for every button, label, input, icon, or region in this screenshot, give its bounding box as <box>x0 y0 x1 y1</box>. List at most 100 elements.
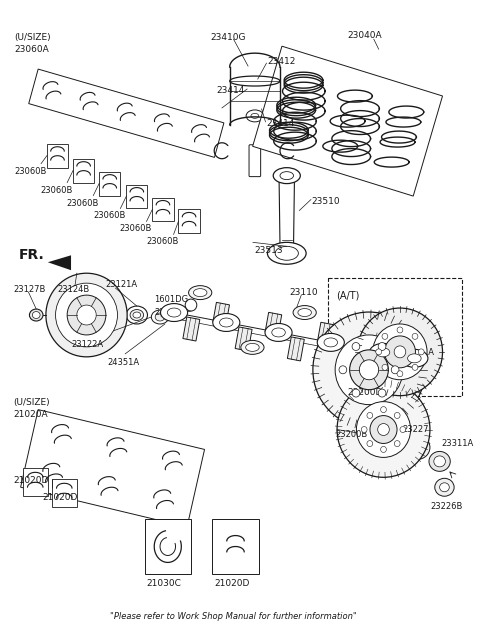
Text: (U/SIZE): (U/SIZE) <box>13 397 49 406</box>
Circle shape <box>360 360 379 380</box>
FancyBboxPatch shape <box>152 198 174 221</box>
Circle shape <box>367 440 373 447</box>
Text: 23513: 23513 <box>255 246 284 255</box>
Polygon shape <box>183 317 200 341</box>
Polygon shape <box>21 410 204 527</box>
Circle shape <box>357 402 410 458</box>
Circle shape <box>352 342 360 351</box>
Text: 23124B: 23124B <box>58 285 90 294</box>
Text: (U/SIZE): (U/SIZE) <box>14 33 50 42</box>
Text: 23060B: 23060B <box>40 186 72 195</box>
Polygon shape <box>235 327 252 351</box>
Ellipse shape <box>189 285 212 300</box>
Text: 23110: 23110 <box>289 288 318 297</box>
Circle shape <box>339 366 347 374</box>
Text: 23060B: 23060B <box>146 237 179 246</box>
Ellipse shape <box>275 246 299 260</box>
Text: 1601DG: 1601DG <box>154 295 188 304</box>
Circle shape <box>378 389 386 397</box>
FancyBboxPatch shape <box>47 144 68 168</box>
Polygon shape <box>265 312 282 335</box>
Text: 23125: 23125 <box>154 308 180 317</box>
Circle shape <box>394 412 400 419</box>
Circle shape <box>397 327 403 333</box>
Text: 21030C: 21030C <box>146 579 181 588</box>
Circle shape <box>412 364 418 371</box>
Text: 21020D: 21020D <box>214 579 250 588</box>
Ellipse shape <box>213 314 240 332</box>
Polygon shape <box>29 69 224 157</box>
Ellipse shape <box>241 340 264 355</box>
Ellipse shape <box>29 309 43 321</box>
Ellipse shape <box>246 110 264 122</box>
Ellipse shape <box>273 168 300 184</box>
Ellipse shape <box>265 323 292 341</box>
Text: 23227: 23227 <box>403 424 429 433</box>
Text: 23040A: 23040A <box>348 31 383 40</box>
Ellipse shape <box>298 308 312 317</box>
Text: 23226B: 23226B <box>430 502 462 511</box>
Circle shape <box>394 346 406 358</box>
Text: 23060B: 23060B <box>93 211 126 220</box>
Ellipse shape <box>345 360 369 374</box>
Polygon shape <box>288 337 304 361</box>
Circle shape <box>381 406 386 413</box>
Circle shape <box>46 273 127 357</box>
Ellipse shape <box>160 303 188 321</box>
Circle shape <box>358 308 443 396</box>
Circle shape <box>77 305 96 325</box>
Text: 23311A: 23311A <box>442 440 474 449</box>
Ellipse shape <box>126 306 147 324</box>
Ellipse shape <box>408 354 421 363</box>
FancyBboxPatch shape <box>249 145 261 177</box>
Polygon shape <box>279 175 295 245</box>
Text: 23200B: 23200B <box>335 429 367 438</box>
Ellipse shape <box>324 338 337 347</box>
Polygon shape <box>370 332 386 355</box>
Circle shape <box>382 364 388 371</box>
Circle shape <box>376 349 382 355</box>
Text: 21121A: 21121A <box>403 348 435 357</box>
Ellipse shape <box>168 308 181 317</box>
Ellipse shape <box>434 456 445 467</box>
Ellipse shape <box>440 483 449 492</box>
Ellipse shape <box>272 328 285 337</box>
Circle shape <box>67 295 106 335</box>
FancyBboxPatch shape <box>73 159 94 182</box>
Ellipse shape <box>267 243 306 264</box>
Circle shape <box>361 426 367 433</box>
Ellipse shape <box>370 344 396 362</box>
FancyBboxPatch shape <box>126 184 147 209</box>
Circle shape <box>397 371 403 377</box>
Text: 21020A: 21020A <box>13 410 48 419</box>
FancyBboxPatch shape <box>52 479 77 507</box>
Ellipse shape <box>251 113 259 118</box>
Ellipse shape <box>32 312 40 319</box>
Ellipse shape <box>246 344 259 351</box>
Ellipse shape <box>405 435 430 460</box>
Circle shape <box>367 412 373 419</box>
Ellipse shape <box>410 441 424 454</box>
Ellipse shape <box>401 349 428 367</box>
Text: 21020D: 21020D <box>13 476 48 485</box>
Circle shape <box>349 350 388 390</box>
Text: 23414: 23414 <box>266 119 295 128</box>
Ellipse shape <box>429 451 450 471</box>
Circle shape <box>378 342 386 351</box>
Circle shape <box>335 335 403 404</box>
Circle shape <box>185 299 197 311</box>
FancyBboxPatch shape <box>328 278 462 396</box>
Polygon shape <box>213 302 229 324</box>
Polygon shape <box>252 46 443 196</box>
Text: (A/T): (A/T) <box>336 290 360 300</box>
Text: 23414: 23414 <box>216 86 244 95</box>
FancyBboxPatch shape <box>179 209 200 234</box>
Text: FR.: FR. <box>19 248 45 262</box>
FancyBboxPatch shape <box>212 519 259 574</box>
Circle shape <box>373 324 427 380</box>
Text: 23060B: 23060B <box>120 225 152 234</box>
Text: 23410G: 23410G <box>210 33 246 42</box>
Text: 23122A: 23122A <box>71 340 103 349</box>
Ellipse shape <box>219 318 233 327</box>
Polygon shape <box>317 323 334 344</box>
